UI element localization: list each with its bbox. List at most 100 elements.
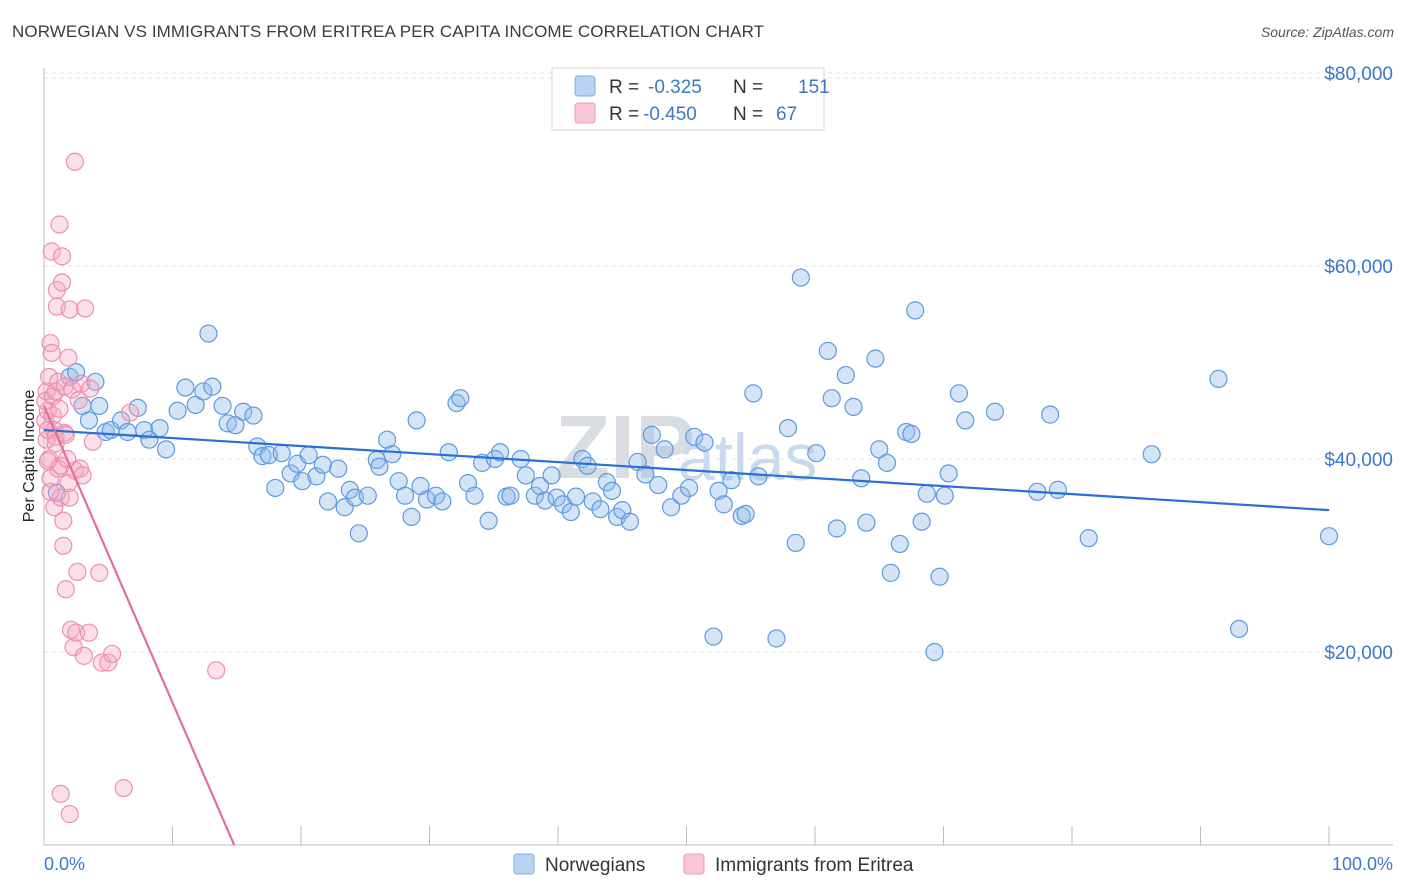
norwegians-point bbox=[370, 457, 389, 476]
eritrea-point bbox=[90, 563, 109, 582]
eritrea-point bbox=[38, 451, 57, 471]
norwegians-point bbox=[902, 424, 921, 444]
norwegians-point bbox=[318, 492, 338, 511]
norwegians-point bbox=[150, 419, 169, 438]
norwegians-point bbox=[649, 475, 668, 495]
eritrea-point bbox=[65, 152, 84, 171]
norwegians-point bbox=[767, 629, 786, 648]
eritrea-point bbox=[103, 644, 122, 664]
norwegians-point bbox=[791, 268, 810, 287]
eritrea-point bbox=[120, 403, 140, 422]
source-label: Source: ZipAtlas.com bbox=[1260, 24, 1394, 40]
eritrea-point bbox=[67, 623, 86, 642]
norwegians-point bbox=[395, 486, 415, 505]
eritrea-point bbox=[60, 805, 79, 824]
norwegians-point bbox=[542, 466, 561, 485]
norwegians-point bbox=[358, 486, 377, 505]
norwegians-point bbox=[578, 456, 597, 475]
norwegians-point bbox=[491, 443, 510, 462]
norwegians-point bbox=[620, 512, 640, 531]
eritrea-point bbox=[74, 646, 93, 665]
x-ticks bbox=[43, 826, 1330, 845]
norwegians-point bbox=[925, 642, 944, 662]
norwegians-point bbox=[704, 627, 723, 646]
y-tick-labels: $20,000 $40,000 $60,000 $80,000 bbox=[1324, 64, 1393, 664]
eritrea-point bbox=[42, 242, 61, 261]
norwegians-point bbox=[930, 567, 949, 586]
trend-lines bbox=[42, 405, 1330, 846]
eritrea-point bbox=[61, 620, 81, 639]
norwegians-point bbox=[852, 469, 871, 488]
norwegians-point bbox=[349, 524, 368, 543]
x-tick-label-max: 100.0% bbox=[1332, 854, 1393, 874]
norwegians-point bbox=[881, 563, 900, 582]
norwegians-point bbox=[744, 384, 763, 403]
eritrea-point bbox=[81, 379, 100, 398]
norwegians-point bbox=[135, 420, 154, 440]
eritrea-point bbox=[41, 482, 60, 501]
eritrea-point bbox=[83, 432, 102, 451]
norwegians-point bbox=[866, 349, 885, 368]
norwegians-point bbox=[591, 500, 610, 519]
eritrea-point bbox=[72, 374, 91, 393]
y-tick-label: $20,000 bbox=[1324, 643, 1393, 664]
norwegians-point bbox=[749, 467, 768, 486]
x-tick-label-min: 0.0% bbox=[44, 854, 85, 874]
legend-swatch-eritrea bbox=[683, 853, 705, 875]
norwegians-point bbox=[778, 419, 798, 438]
norwegians-point bbox=[168, 401, 187, 420]
eritrea-point bbox=[59, 348, 78, 367]
eritrea-point bbox=[41, 469, 60, 488]
eritrea-points bbox=[36, 152, 226, 824]
norwegians-point bbox=[293, 472, 312, 491]
eritrea-point bbox=[52, 247, 72, 266]
norwegians-points bbox=[47, 268, 1339, 662]
norwegians-point bbox=[818, 341, 837, 361]
norwegians-point bbox=[329, 459, 348, 478]
chart-title: NORWEGIAN VS IMMIGRANTS FROM ERITREA PER… bbox=[12, 22, 765, 41]
norwegians-point bbox=[525, 486, 544, 505]
eritrea-point bbox=[42, 343, 61, 362]
norwegians-point bbox=[939, 464, 958, 483]
norwegians-point bbox=[679, 478, 699, 498]
norwegians-trend-line bbox=[43, 428, 1330, 512]
norwegians-point bbox=[807, 444, 826, 463]
eritrea-point bbox=[207, 661, 226, 680]
norwegians-point bbox=[661, 498, 681, 517]
stats-r-value-2: -0.450 bbox=[643, 104, 697, 125]
norwegians-point bbox=[583, 492, 602, 511]
norwegians-point bbox=[844, 397, 863, 416]
norwegians-point bbox=[722, 471, 741, 490]
norwegians-point bbox=[655, 440, 674, 459]
axes bbox=[43, 68, 1393, 846]
norwegians-point bbox=[566, 487, 586, 506]
norwegians-point bbox=[383, 445, 402, 464]
norwegians-point bbox=[176, 378, 195, 397]
eritrea-point bbox=[114, 778, 133, 798]
eritrea-point bbox=[63, 380, 82, 399]
eritrea-point bbox=[52, 273, 72, 292]
norwegians-point bbox=[890, 534, 909, 554]
norwegians-point bbox=[709, 481, 728, 500]
eritrea-point bbox=[54, 536, 73, 555]
norwegians-point bbox=[1142, 445, 1161, 464]
watermark-zip: ZIP bbox=[555, 398, 695, 498]
eritrea-point bbox=[60, 300, 79, 319]
y-axis-label: Per Capita Income bbox=[21, 390, 38, 523]
norwegians-point bbox=[451, 389, 470, 408]
norwegians-point bbox=[203, 377, 222, 396]
stats-swatch-eritrea bbox=[574, 102, 596, 124]
norwegians-point bbox=[956, 411, 975, 430]
norwegians-point bbox=[561, 502, 580, 522]
norwegians-point bbox=[912, 512, 931, 531]
norwegians-point bbox=[439, 443, 458, 462]
norwegians-point bbox=[1048, 480, 1067, 499]
legend-label-norwegians: Norwegians bbox=[545, 855, 645, 876]
norwegians-point bbox=[672, 486, 691, 505]
norwegians-point bbox=[465, 486, 484, 505]
legend-swatch-norwegians bbox=[513, 853, 535, 875]
norwegians-point bbox=[836, 365, 855, 385]
eritrea-point bbox=[76, 299, 95, 318]
y-tick-label: $80,000 bbox=[1324, 64, 1393, 85]
norwegians-point bbox=[90, 396, 109, 416]
